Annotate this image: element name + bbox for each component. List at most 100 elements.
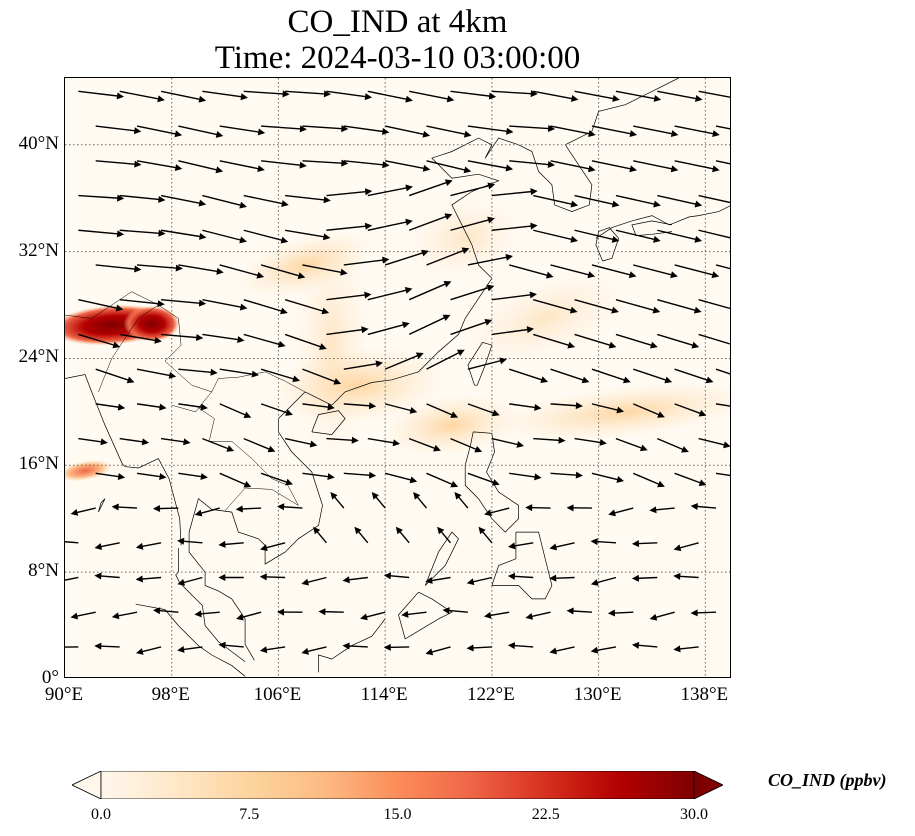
coastline-segment (464, 431, 519, 533)
wind-arrow (574, 437, 607, 446)
wind-arrow (550, 160, 596, 173)
wind-arrow (202, 333, 245, 344)
wind-arrow (384, 472, 418, 484)
coastline-segment (304, 137, 500, 406)
wind-arrow (674, 368, 714, 384)
wind-arrow (467, 253, 513, 266)
wind-arrow (649, 611, 675, 621)
country-border (224, 487, 299, 511)
wind-arrow (633, 264, 678, 279)
wind-arrow (549, 542, 575, 551)
lon-tick-label: 98°E (151, 684, 190, 705)
wind-arrow (202, 90, 248, 101)
wind-arrow (657, 299, 702, 314)
wind-arrow (219, 160, 265, 173)
wind-arrow (384, 249, 429, 266)
colorbar-extend-min (72, 771, 102, 799)
wind-arrow (450, 182, 496, 197)
wind-arrow (243, 90, 290, 98)
wind-arrow (426, 472, 459, 488)
wind-arrow (674, 472, 707, 486)
wind-arrow (715, 160, 730, 165)
wind-arrow (533, 194, 579, 208)
wind-arrow (466, 644, 492, 652)
wind-arrow (467, 472, 500, 486)
wind-arrow (160, 194, 207, 207)
wind-arrow (467, 357, 507, 370)
chart-title-line2: Time: 2024-03-10 03:00:00 (214, 40, 581, 76)
wind-arrow (178, 264, 224, 275)
wind-arrow (219, 472, 252, 488)
wind-arrow (590, 576, 617, 586)
wind-arrow (260, 403, 293, 416)
wind-arrow (509, 264, 554, 279)
wind-arrow (261, 125, 307, 133)
wind-arrow (533, 299, 578, 314)
wind-arrow (491, 188, 538, 197)
wind-arrow (153, 607, 179, 615)
wind-arrow (507, 642, 534, 650)
wind-arrow (657, 90, 703, 102)
wind-arrow (384, 352, 424, 370)
wind-arrow (715, 368, 730, 375)
wind-arrow (218, 573, 244, 581)
plume-east-china-sea (459, 269, 631, 367)
wind-vectors (65, 90, 730, 656)
wind-arrow (408, 179, 453, 197)
wind-arrow (367, 90, 413, 103)
colorbar-tick-label: 0.0 (91, 806, 111, 823)
wind-arrow (615, 437, 648, 452)
wind-arrow (549, 646, 575, 655)
wind-arrow (384, 403, 418, 414)
wind-arrow (95, 368, 135, 384)
wind-arrow (657, 437, 689, 453)
wind-arrow (633, 368, 673, 384)
wind-arrow (94, 542, 120, 550)
wind-arrow (483, 611, 510, 619)
wind-arrow (94, 642, 120, 650)
gridlines (65, 78, 730, 677)
coastline-segment (135, 603, 246, 677)
wind-arrow (408, 437, 441, 452)
wind-arrow (467, 160, 514, 172)
wind-arrow (426, 160, 472, 174)
wind-arrow (135, 575, 162, 583)
wind-arrow (136, 403, 167, 411)
wind-arrow (367, 437, 401, 447)
wind-arrow (360, 611, 386, 621)
wind-arrow (467, 125, 514, 135)
wind-arrow (284, 299, 330, 315)
wind-arrow (673, 572, 699, 580)
wind-arrow (590, 538, 616, 546)
wind-arrow (657, 194, 703, 208)
wind-arrow (202, 299, 248, 311)
wind-arrow (119, 90, 165, 103)
wind-arrow (631, 641, 658, 649)
wind-arrow (78, 90, 125, 100)
wind-arrow (160, 333, 204, 341)
wind-arrow (367, 218, 413, 231)
wind-arrow (690, 503, 717, 510)
wind-arrow (177, 645, 203, 653)
wind-arrow (343, 125, 390, 135)
wind-arrow (549, 574, 575, 582)
lon-tick-label: 90°E (44, 684, 84, 705)
colorbar-extend-max (693, 771, 723, 799)
wind-arrow (426, 125, 472, 138)
wind-arrow (590, 646, 617, 654)
wind-arrow (302, 472, 335, 481)
wind-arrow (408, 314, 451, 336)
wind-arrow (550, 368, 590, 384)
wind-arrow (715, 472, 730, 477)
lat-tick-label: 16°N (18, 453, 59, 475)
hotspot-main-east (123, 305, 180, 342)
wind-arrow (218, 540, 244, 548)
map-plot-area (64, 77, 731, 678)
wind-arrow (533, 229, 578, 243)
wind-arrow (202, 437, 235, 452)
wind-arrow (277, 503, 303, 511)
wind-arrow (715, 125, 730, 130)
wind-arrow (302, 368, 342, 385)
wind-arrow (326, 291, 372, 301)
wind-arrow (326, 90, 373, 101)
